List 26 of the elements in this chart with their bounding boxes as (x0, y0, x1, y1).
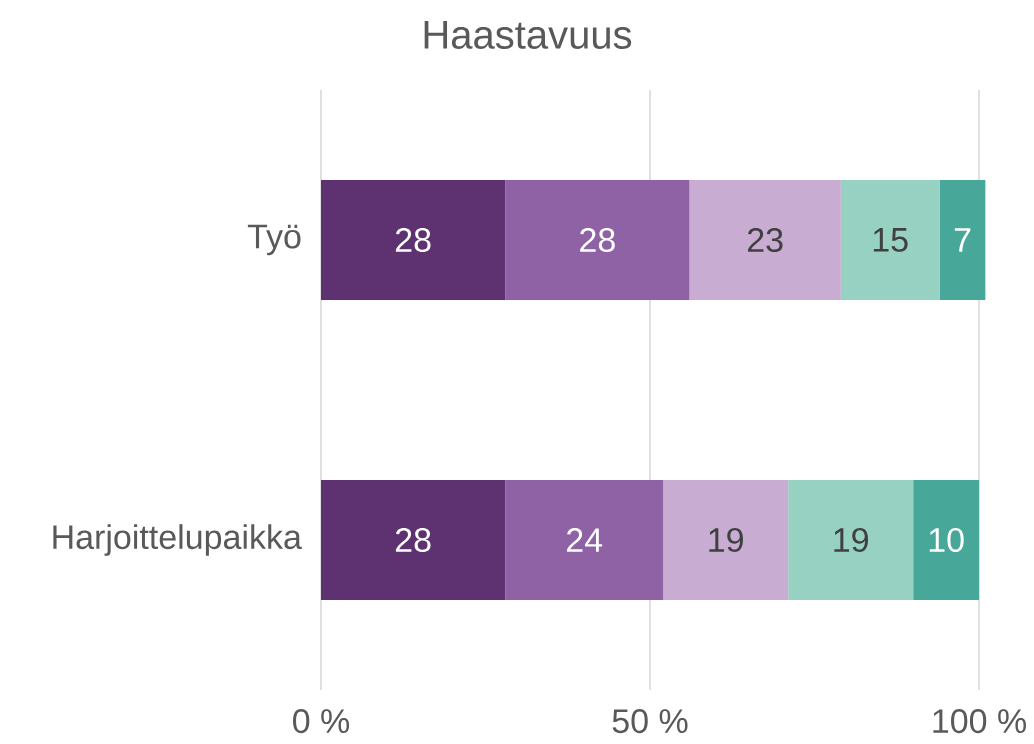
data-label: 24 (567, 528, 603, 552)
x-tick-label: 50 % (612, 709, 688, 734)
x-tick-label: 0 % (293, 709, 350, 734)
data-label: 28 (395, 527, 431, 553)
y-tick-label: Harjoittelupaikka (53, 524, 302, 556)
y-tick-label: Työ (247, 224, 301, 256)
bar (505, 180, 690, 300)
bar (689, 180, 841, 300)
bar (939, 180, 986, 300)
data-label: 28 (580, 227, 615, 253)
data-label: 15 (873, 228, 908, 252)
bar (913, 479, 980, 600)
data-label: 10 (929, 527, 964, 553)
x-tick-label: 100 % (933, 709, 1026, 734)
bar (505, 479, 664, 600)
bar (321, 479, 506, 600)
bar (788, 479, 914, 600)
bar (840, 180, 940, 300)
data-label: 23 (747, 227, 783, 253)
data-label: 28 (395, 227, 431, 253)
data-label: 19 (709, 527, 743, 553)
bar (663, 479, 789, 600)
data-label: 19 (834, 527, 869, 553)
bar (321, 180, 506, 300)
data-label: 7 (954, 228, 971, 252)
chart-title: Haastavuus (424, 21, 632, 49)
